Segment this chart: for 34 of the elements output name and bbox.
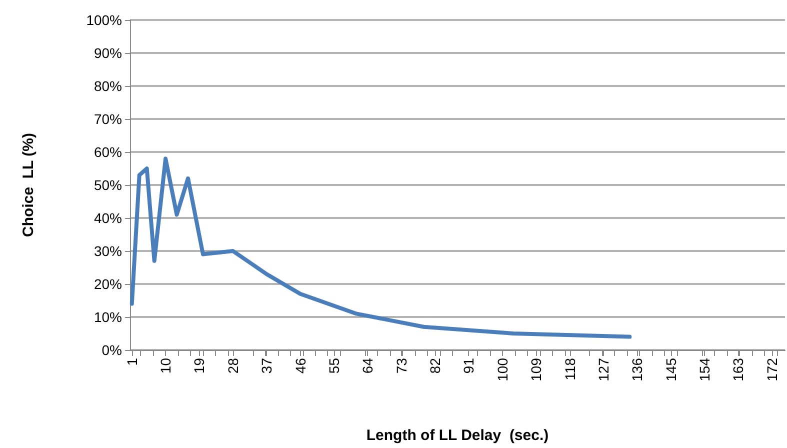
y-tick-label: 90% [94, 45, 122, 61]
x-tick-label: 55 [326, 358, 342, 374]
x-tick-label: 1 [124, 358, 140, 366]
y-tick-label: 100% [86, 12, 122, 28]
x-tick-label: 46 [292, 358, 308, 374]
x-tick-label: 127 [595, 358, 612, 382]
x-tick-label: 163 [730, 358, 746, 382]
x-tick-label: 37 [258, 358, 275, 374]
y-tick-label: 60% [94, 144, 122, 160]
x-tick-label: 100 [494, 358, 510, 382]
y-tick-label: 40% [94, 210, 122, 226]
x-tick-label: 136 [629, 358, 646, 382]
y-tick-label: 50% [94, 177, 122, 193]
y-tick-label: 30% [94, 243, 122, 259]
x-tick-label: 145 [662, 358, 679, 382]
x-tick-label: 82 [427, 358, 444, 374]
y-tick-label: 70% [94, 111, 122, 127]
y-tick-label: 80% [94, 78, 122, 94]
x-tick-label: 109 [528, 358, 544, 382]
x-tick-label: 19 [191, 358, 208, 374]
x-tick-label: 91 [460, 358, 477, 374]
x-tick-label: 73 [393, 358, 410, 374]
x-tick-label: 64 [360, 358, 376, 374]
y-tick-label: 0% [102, 342, 122, 358]
x-tick-label: 154 [696, 358, 713, 382]
x-tick-label: 118 [562, 358, 578, 380]
y-tick-label: 10% [94, 309, 122, 325]
y-tick-label: 20% [94, 276, 122, 292]
y-axis-title: Choice LL (%) [20, 133, 37, 237]
line-series [130, 156, 632, 339]
x-tick-label: 172 [764, 358, 780, 382]
x-axis-title: Length of LL Delay (sec.) [366, 427, 549, 444]
x-tick-label: 10 [158, 358, 174, 374]
x-tick-label: 28 [224, 358, 241, 374]
